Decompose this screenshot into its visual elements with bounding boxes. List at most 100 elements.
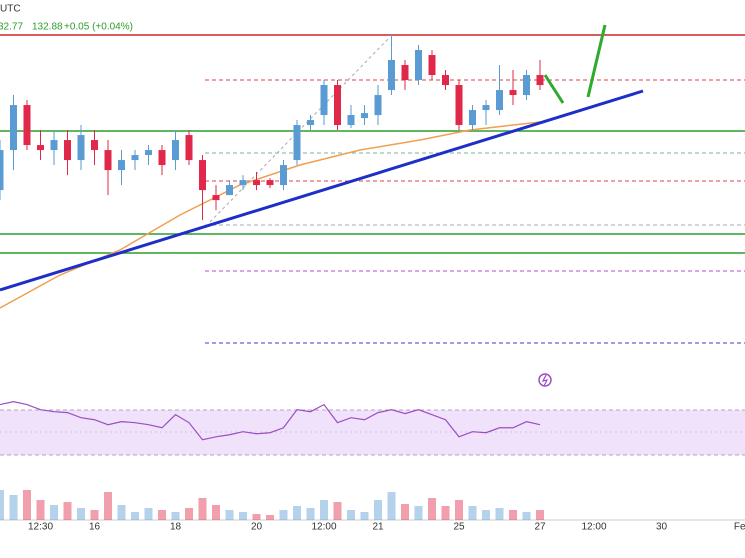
- volume-bar: [360, 512, 369, 520]
- volume-bar: [158, 510, 166, 520]
- volume-bar: [225, 510, 234, 520]
- candle-body: [10, 105, 17, 151]
- candle-body: [428, 55, 436, 76]
- candle-body: [361, 113, 368, 119]
- volume-bar: [441, 506, 450, 520]
- candle-body: [334, 85, 341, 126]
- event-icon: [538, 373, 552, 387]
- volume-bar: [293, 506, 301, 520]
- fib-diagonal: [209, 36, 391, 223]
- x-tick-label: 12:00: [581, 522, 606, 533]
- candle-body: [0, 150, 4, 191]
- volume-bar: [50, 505, 58, 520]
- candle-body: [239, 180, 247, 186]
- volume-bar: [144, 508, 153, 520]
- volume-bar: [90, 510, 99, 520]
- volume-bar: [252, 514, 261, 520]
- candle-body: [131, 155, 139, 161]
- volume-bar: [36, 500, 45, 520]
- event-icon: [541, 374, 549, 387]
- candle-body: [199, 160, 206, 191]
- volume-bar: [455, 500, 463, 520]
- volume-bar: [131, 512, 139, 520]
- candle-body: [293, 125, 301, 161]
- ohlc-change: +0.05 (+0.04%): [64, 22, 133, 33]
- x-tick-label: 30: [656, 522, 668, 533]
- timezone: UTC: [0, 4, 21, 15]
- candle-body: [212, 195, 220, 201]
- volume-bar: [495, 508, 504, 520]
- volume-bar: [428, 498, 436, 520]
- candle-body: [253, 180, 260, 186]
- projection-arrow: [543, 74, 565, 104]
- x-tick-label: Feb: [734, 522, 745, 533]
- candle-body: [442, 75, 449, 86]
- volume-bar: [104, 492, 112, 520]
- candle-body: [50, 140, 58, 151]
- candle-body: [509, 90, 517, 96]
- volume-bar: [306, 508, 315, 520]
- trend-line: [0, 89, 644, 292]
- volume-bar: [279, 510, 288, 520]
- volume-bar: [414, 506, 423, 520]
- volume-bar: [185, 508, 193, 520]
- volume-bar: [374, 500, 382, 520]
- volume-bar: [0, 490, 4, 520]
- volume-bar: [333, 502, 342, 520]
- x-tick-label: 21: [372, 522, 384, 533]
- candle-body: [482, 105, 490, 111]
- volume-bar: [117, 505, 126, 520]
- candle-body: [320, 85, 328, 116]
- volume-bar: [347, 510, 355, 520]
- candle-body: [37, 145, 44, 151]
- candle-body: [523, 75, 530, 96]
- volume-bar: [266, 515, 274, 520]
- x-tick-label: 12:30: [28, 522, 53, 533]
- x-tick-label: 16: [89, 522, 101, 533]
- x-tick-label: 18: [170, 522, 182, 533]
- candle-body: [91, 140, 98, 151]
- candle-body: [496, 90, 503, 111]
- volume-bar: [536, 510, 544, 520]
- candle-body: [23, 105, 31, 146]
- x-tick-label: 12:00: [311, 522, 336, 533]
- volume-bar: [77, 508, 85, 520]
- volume-bar: [509, 510, 517, 520]
- volume-bar: [401, 504, 409, 520]
- volume-bar: [63, 502, 72, 520]
- candle-body: [347, 115, 355, 126]
- candle-body: [307, 120, 314, 126]
- volume-bar: [212, 505, 220, 520]
- candle-body: [145, 150, 152, 156]
- candle-body: [104, 150, 112, 171]
- volume-bar: [198, 498, 207, 520]
- candle-body: [226, 185, 233, 196]
- projection-arrow: [586, 24, 607, 98]
- volume-bar: [522, 512, 531, 520]
- volume-bar: [171, 512, 180, 520]
- ohlc-value: 32.77: [0, 22, 23, 33]
- volume-bar: [23, 490, 31, 520]
- x-tick-label: 25: [453, 522, 465, 533]
- x-tick-label: 20: [251, 522, 263, 533]
- volume-bar: [468, 506, 477, 520]
- candle-body: [185, 135, 193, 161]
- candle-body: [388, 60, 395, 91]
- volume-bar: [239, 512, 247, 520]
- x-tick-label: 27: [534, 522, 546, 533]
- candle-body: [280, 165, 287, 186]
- candle-body: [172, 140, 179, 161]
- volume-bar: [9, 495, 18, 520]
- volume-bar: [320, 500, 328, 520]
- candle-body: [118, 160, 125, 171]
- candle-body: [64, 140, 71, 161]
- candle-body: [158, 150, 166, 166]
- candle-body: [415, 50, 422, 81]
- volume-bar: [387, 492, 396, 520]
- candle-body: [266, 180, 274, 186]
- volume-bar: [482, 510, 490, 520]
- candle-body: [401, 65, 409, 81]
- candle-body: [536, 75, 544, 86]
- candle-body: [455, 85, 463, 126]
